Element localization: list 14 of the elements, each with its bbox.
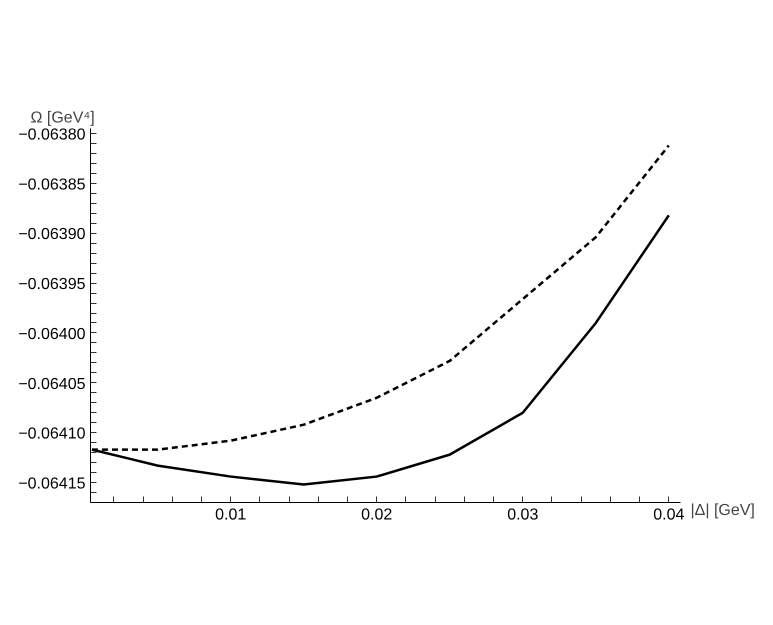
y-tick-label: −0.06415 (18, 476, 86, 493)
x-tick-label: 0.01 (215, 506, 246, 524)
x-tick-label: 0.04 (653, 506, 684, 524)
y-tick-label: −0.06395 (18, 276, 86, 294)
x-axis-title: |Δ| [GeV] (690, 502, 755, 519)
y-tick-label: −0.06400 (18, 326, 86, 343)
y-tick-label: −0.06390 (18, 226, 86, 244)
y-tick-label: −0.06385 (18, 176, 86, 194)
y-axis-title: Ω [GeV⁴] (30, 110, 95, 126)
x-tick-label: 0.03 (507, 506, 538, 524)
y-tick-label: −0.06410 (18, 426, 86, 443)
y-tick-label: −0.06405 (18, 376, 86, 393)
y-tick-label: −0.06380 (18, 126, 86, 144)
x-tick-label: 0.02 (361, 506, 392, 524)
